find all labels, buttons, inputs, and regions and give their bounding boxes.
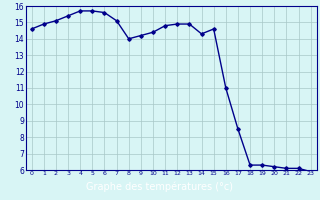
Text: Graphe des températures (°c): Graphe des températures (°c) bbox=[86, 182, 234, 192]
